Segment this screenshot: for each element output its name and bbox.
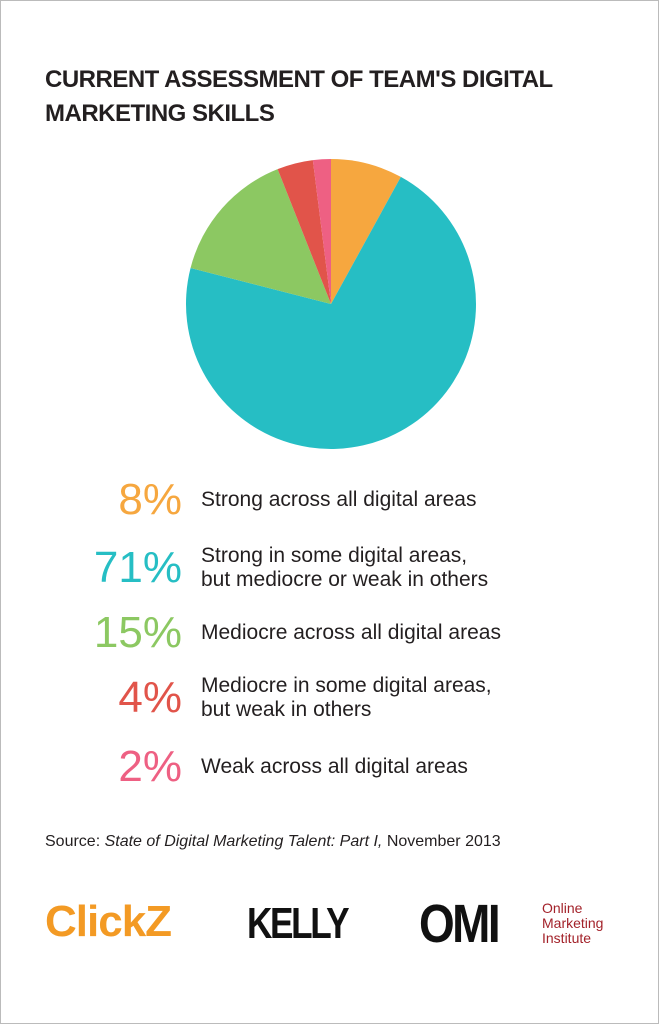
pie-slice <box>186 176 477 449</box>
value-label: 15% <box>93 608 182 657</box>
pie-slice <box>277 160 331 304</box>
source-date: November 2013 <box>386 833 501 850</box>
chart-title: CURRENT ASSESSMENT OF TEAM'S DIGITAL MAR… <box>45 66 553 127</box>
logo-omi: OMI <box>419 894 501 954</box>
source-label: Source: <box>45 833 101 850</box>
legend-row: 71% Strong in some digital areas, but med… <box>1 538 658 598</box>
value-label: 71% <box>93 543 182 592</box>
logo-clickz: ClickZ <box>45 897 172 946</box>
pie-slice <box>312 159 331 304</box>
pie-chart <box>186 159 477 449</box>
value-label: 8% <box>118 475 182 524</box>
logo-omi-name: Online Marketing Institute <box>542 900 604 946</box>
legend-row: 4% Mediocre in some digital areas, but we… <box>1 668 658 728</box>
source: Source: State of Digital Marketing Talen… <box>45 833 501 851</box>
category-label: Mediocre in some digital areas, but weak… <box>201 674 492 721</box>
pie-slice <box>190 169 331 304</box>
legend-row: 8% Strong across all digital areas <box>1 470 658 530</box>
pie-slice <box>331 159 401 304</box>
legend-row: 2% Weak across all digital areas <box>1 737 658 797</box>
value-label: 4% <box>118 673 182 722</box>
category-label: Strong across all digital areas <box>201 488 477 511</box>
logos: ClickZ KELLY OMI Online Marketing Instit… <box>1 891 658 971</box>
category-label: Mediocre across all digital areas <box>201 621 501 644</box>
legend-row: 15% Mediocre across all digital areas <box>1 603 658 663</box>
category-label: Strong in some digital areas, but medioc… <box>201 544 489 591</box>
source-publication: State of Digital Marketing Talent: Part … <box>104 833 383 850</box>
value-label: 2% <box>118 742 182 791</box>
category-label: Weak across all digital areas <box>201 755 468 778</box>
logo-kelly: KELLY <box>247 899 350 948</box>
